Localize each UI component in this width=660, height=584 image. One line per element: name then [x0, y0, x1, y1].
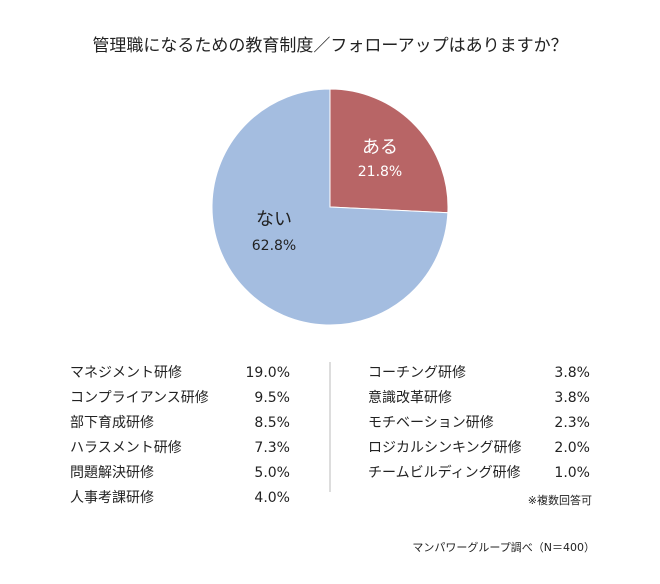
item-label: モチベーション研修	[368, 415, 494, 431]
item-value: 2.3%	[554, 415, 590, 431]
item-label: 問題解決研修	[70, 465, 154, 481]
item-label: 部下育成研修	[70, 415, 154, 431]
item-label: コーチング研修	[368, 365, 466, 381]
item-label: マネジメント研修	[70, 365, 182, 381]
item-label: ロジカルシンキング研修	[368, 440, 522, 456]
slice-label: ない	[256, 209, 292, 230]
pie-slice	[329, 88, 449, 214]
pie-slice	[211, 88, 449, 326]
item-value: 2.0%	[554, 440, 590, 456]
item-label: 意識改革研修	[368, 389, 452, 406]
item-label: コンプライアンス研修	[70, 390, 209, 406]
source: マンパワーグループ調べ（N＝400）	[412, 540, 595, 554]
item-value: 8.5%	[254, 415, 290, 431]
item-value: 3.8%	[554, 390, 590, 406]
slice-value: 62.8%	[252, 238, 296, 254]
item-value: 3.8%	[554, 365, 590, 381]
note: ※複数回答可	[528, 493, 592, 507]
slice-label: ある	[362, 137, 398, 158]
item-label: チームビルディング研修	[368, 464, 521, 481]
item-value: 19.0%	[246, 365, 290, 381]
slice-value: 21.8%	[358, 164, 402, 180]
chart-title: 管理職になるための教育制度／フォローアップはありますか？	[92, 36, 567, 56]
item-value: 7.3%	[254, 440, 290, 456]
item-value: 1.0%	[554, 465, 590, 481]
item-value: 4.0%	[254, 490, 290, 506]
item-label: ハラスメント研修	[70, 440, 182, 456]
item-value: 9.5%	[254, 390, 290, 406]
item-label: 人事考課研修	[70, 490, 154, 506]
item-value: 5.0%	[254, 465, 290, 481]
